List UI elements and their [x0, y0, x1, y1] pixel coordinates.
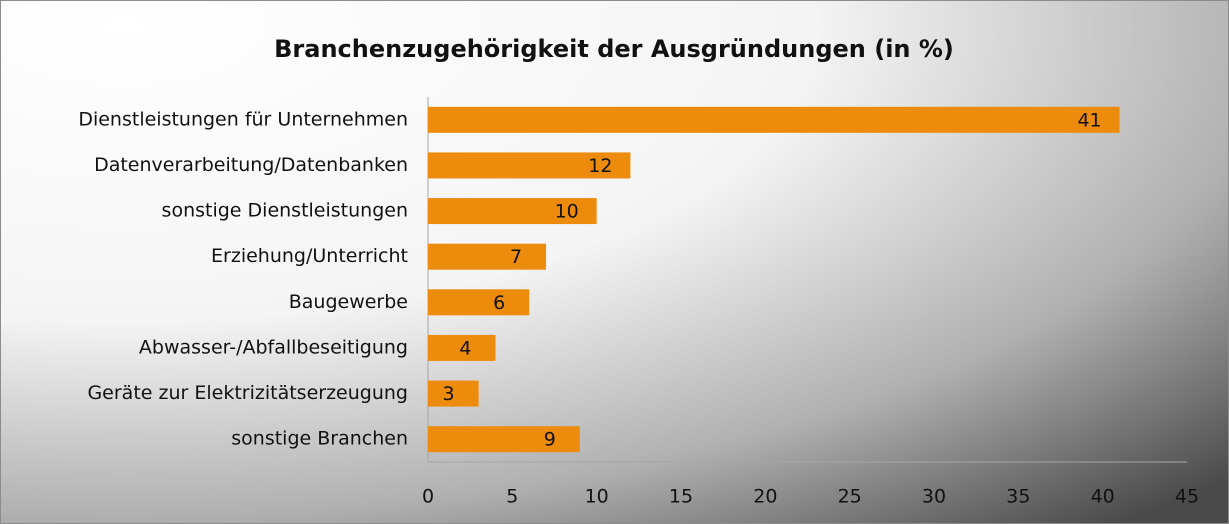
y-tick-label: Datenverarbeitung/Datenbanken: [94, 154, 408, 176]
bar: [428, 426, 580, 453]
x-tick-label: 40: [1091, 486, 1115, 508]
y-tick-label: Erziehung/Unterricht: [211, 245, 408, 267]
x-tick-label: 30: [922, 486, 946, 508]
bar: [428, 289, 530, 316]
y-tick-label: sonstige Branchen: [231, 428, 408, 450]
x-tick-label: 15: [669, 486, 693, 508]
x-tick-label: 5: [506, 486, 518, 508]
y-tick-label: Dienstleistungen für Unternehmen: [78, 108, 408, 130]
y-tick-label: Geräte zur Elektrizitätserzeugung: [87, 382, 408, 404]
x-tick-label: 35: [1006, 486, 1030, 508]
y-tick-label: sonstige Dienstleistungen: [162, 200, 408, 222]
bar: [428, 106, 1120, 133]
y-tick-label: Abwasser-/Abfallbeseitigung: [139, 336, 408, 358]
value-label: 10: [555, 201, 579, 223]
value-label: 41: [1077, 109, 1101, 131]
value-label: 12: [588, 155, 612, 177]
y-tick-label: Baugewerbe: [289, 291, 408, 313]
value-label: 6: [493, 292, 505, 314]
x-tick-label: 45: [1175, 486, 1199, 508]
x-tick-label: 0: [422, 486, 434, 508]
x-tick-label: 10: [585, 486, 609, 508]
value-label: 4: [459, 337, 471, 359]
value-label: 9: [544, 429, 556, 451]
value-label: 3: [443, 383, 455, 405]
bar: [428, 243, 547, 270]
bar: [428, 380, 479, 407]
chart-title: Branchenzugehörigkeit der Ausgründungen …: [274, 35, 954, 63]
bar: [428, 334, 496, 361]
x-tick-label: 20: [753, 486, 777, 508]
x-tick-label: 25: [838, 486, 862, 508]
bar: [428, 198, 597, 225]
value-label: 7: [510, 246, 522, 268]
bar: [428, 152, 631, 179]
